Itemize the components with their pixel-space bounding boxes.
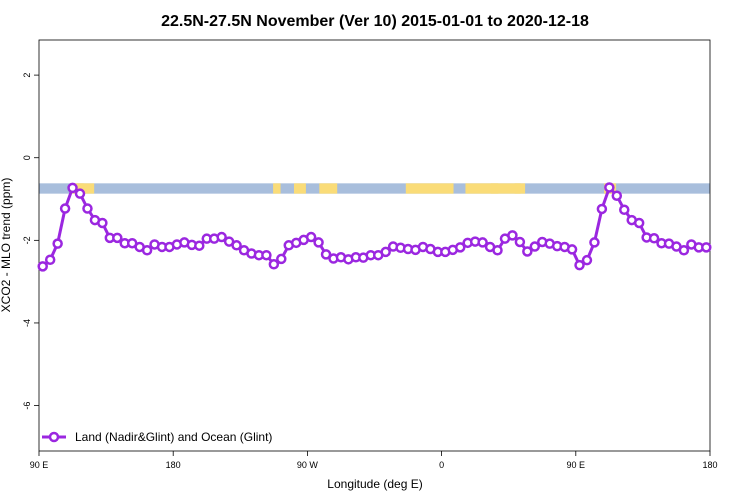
x-tick-label: 180 [166, 460, 181, 470]
land-segment [514, 183, 526, 194]
data-point [268, 259, 280, 270]
data-point [604, 182, 615, 193]
legend-label: Land (Nadir&Glint) and Ocean (Glint) [75, 430, 272, 444]
data-point [67, 182, 78, 194]
legend-marker [48, 431, 60, 443]
x-tick-label: 0 [439, 460, 444, 470]
y-axis: 2 0 -2 -4 -6 [22, 73, 39, 410]
land-segment [405, 183, 454, 194]
land-segment [465, 183, 499, 194]
chart-title: 22.5N-27.5N November (Ver 10) 2015-01-01… [161, 13, 589, 30]
data-point [74, 188, 86, 199]
data-point [231, 240, 242, 251]
y-tick-label: -4 [22, 319, 32, 327]
data-point [97, 217, 108, 229]
x-tick-label: 90 E [567, 460, 586, 470]
y-tick-label: 2 [22, 73, 32, 78]
data-point [581, 254, 593, 266]
x-tick-label: 90 W [297, 460, 319, 470]
y-tick-label: -6 [22, 402, 32, 410]
land-segment [319, 183, 338, 194]
x-tick-label: 90 E [30, 460, 49, 470]
data-point [313, 237, 324, 248]
land-segment [273, 183, 281, 194]
data-point [82, 203, 93, 214]
data-point [574, 259, 585, 271]
x-axis-label: Longitude (deg E) [327, 477, 422, 491]
data-point [678, 245, 690, 256]
data-point [216, 231, 227, 243]
data-point [44, 254, 56, 266]
data-point [648, 233, 660, 244]
data-point [380, 246, 391, 258]
series-layer [37, 182, 712, 272]
data-point [566, 244, 578, 255]
data-point [37, 261, 48, 272]
data-point [619, 204, 630, 216]
data-point [507, 230, 518, 241]
legend: Land (Nadir&Glint) and Ocean (Glint) [42, 430, 272, 444]
land-segment [76, 183, 95, 194]
data-point [194, 240, 205, 251]
ocean-band [39, 183, 710, 194]
data-point [492, 245, 503, 256]
data-point [59, 203, 71, 214]
data-point [522, 246, 533, 257]
data-point [320, 249, 332, 260]
y-tick-label: -2 [22, 236, 32, 244]
land-segment [490, 183, 521, 194]
y-axis-label: XCO2 - MLO trend (ppm) [0, 178, 13, 313]
data-point [141, 245, 153, 256]
y-tick-label: 0 [22, 155, 32, 160]
data-point [596, 203, 608, 215]
data-point [261, 249, 272, 261]
data-point [701, 242, 712, 253]
data-point [529, 241, 541, 252]
data-point [477, 237, 488, 248]
data-point [589, 237, 600, 248]
data-point [633, 217, 645, 229]
data-point [305, 231, 317, 243]
x-axis: 90 E 180 90 W 0 90 E 180 [30, 451, 718, 470]
land-segment [293, 183, 306, 194]
data-point [276, 253, 287, 265]
data-point [514, 236, 526, 248]
data-point [52, 238, 63, 249]
data-point [454, 242, 466, 253]
data-point [611, 190, 623, 201]
data-point [112, 232, 123, 244]
x-tick-label: 180 [702, 460, 717, 470]
